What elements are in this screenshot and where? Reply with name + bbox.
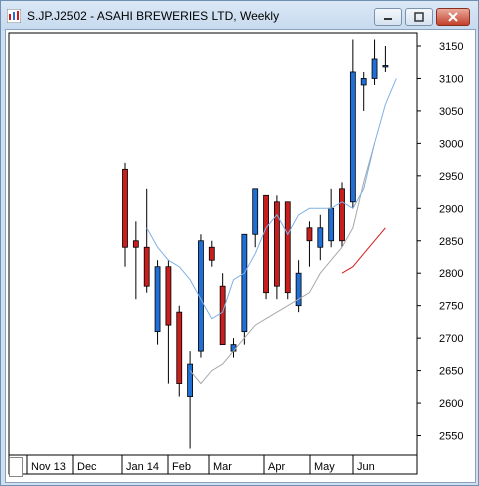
candle-body [165, 266, 172, 326]
y-tick-label: 2900 [439, 203, 463, 215]
x-tick-label: Apr [268, 461, 285, 473]
close-button[interactable] [436, 8, 470, 26]
title-bar[interactable]: S.JP.J2502 - ASAHI BREWERIES LTD, Weekly [1, 1, 478, 31]
minimize-icon [384, 18, 392, 20]
candle-body [154, 266, 161, 333]
candle-body [241, 233, 248, 333]
candle-body [143, 246, 150, 287]
minimize-button[interactable] [374, 8, 402, 26]
y-tick-label: 3150 [439, 41, 463, 53]
window-title: S.JP.J2502 - ASAHI BREWERIES LTD, Weekly [27, 9, 280, 23]
candle-body [328, 207, 335, 242]
candle-body [230, 344, 237, 352]
maximize-button[interactable] [405, 8, 433, 26]
candle-body [349, 71, 356, 203]
candle-body [252, 188, 259, 235]
moving-average-short-line [146, 78, 397, 320]
moving-average-mid-line [189, 143, 375, 385]
candle-body [284, 201, 291, 294]
candle-body [122, 168, 128, 248]
y-tick-label: 2700 [439, 333, 463, 345]
close-icon [448, 12, 458, 22]
y-tick-label: 3100 [439, 73, 463, 85]
candle-body [339, 188, 345, 242]
x-tick-label: Jan 14 [126, 461, 159, 473]
scroll-corner-box[interactable] [9, 457, 23, 477]
y-tick-label: 2950 [439, 171, 463, 183]
candle-body [306, 227, 313, 242]
chart-panel[interactable]: 2550 2600 2650 2700 2750 2800 2850 2900 2950 3000… [5, 29, 476, 483]
plot-frame [8, 32, 418, 456]
y-tick-label: 2650 [439, 366, 463, 378]
chart-app-icon [7, 9, 21, 23]
candle-body [382, 65, 389, 68]
candle-body [273, 201, 280, 287]
candle-body [187, 363, 194, 397]
candle-body [360, 78, 367, 86]
y-tick-label: 2800 [439, 268, 463, 280]
y-tick-label: 2850 [439, 236, 463, 248]
candle-body [132, 240, 139, 248]
candle-body [295, 272, 302, 307]
candle-body [208, 246, 215, 261]
candle-body [371, 58, 378, 79]
candle-body [176, 311, 183, 384]
y-tick-label: 2550 [439, 431, 463, 443]
candle-body [198, 240, 204, 352]
x-tick-label: Feb [172, 461, 191, 473]
y-tick-label: 2750 [439, 301, 463, 313]
candle-body [219, 285, 226, 346]
maximize-icon [414, 12, 424, 22]
x-tick-label: Jun [357, 461, 375, 473]
moving-average-long-line [341, 227, 386, 274]
candle-body [317, 227, 324, 248]
x-tick-label: Mar [213, 461, 232, 473]
y-tick-label: 3000 [439, 138, 463, 150]
x-tick-label: Dec [77, 461, 97, 473]
x-tick-label: May [314, 461, 335, 473]
candlestick-chart[interactable]: 2550 2600 2650 2700 2750 2800 2850 2900 2950 3000… [6, 30, 475, 482]
candle-body [263, 194, 269, 294]
y-tick-label: 2600 [439, 398, 463, 410]
x-tick-label: Nov 13 [31, 461, 66, 473]
y-tick-label: 3050 [439, 106, 463, 118]
